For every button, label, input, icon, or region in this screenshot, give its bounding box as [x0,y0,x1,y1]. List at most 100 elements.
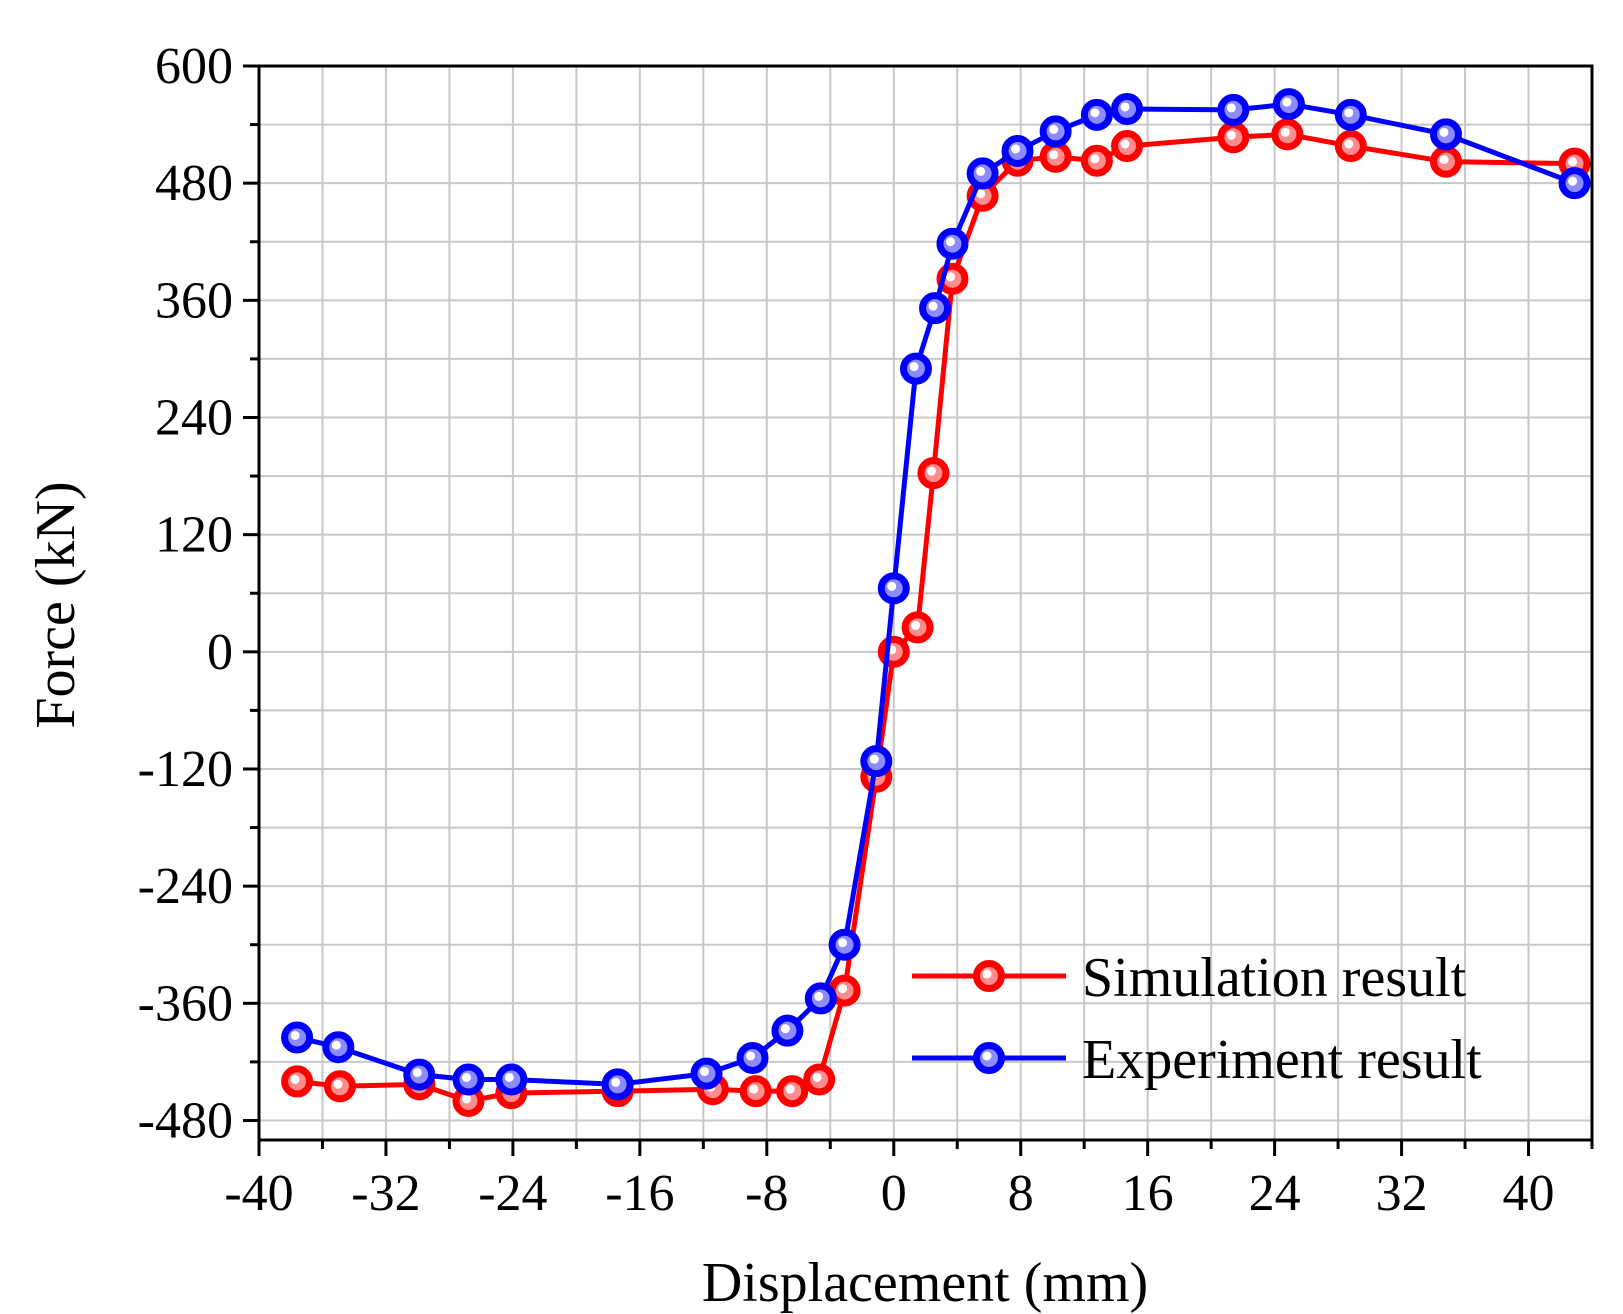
data-point-experiment-highlight [1344,108,1354,118]
y-tick-label: -240 [138,858,233,915]
x-tick-labels: -40 -32 -24 -16 -8 0 8 16 24 32 40 [224,1165,1554,1222]
x-tick-label: 0 [881,1165,907,1222]
data-point-experiment-highlight [909,362,919,372]
data-point-experiment-highlight [504,1072,514,1082]
data-point-simulation [281,1065,314,1098]
legend-point-simulation-highlight [982,969,992,979]
data-point-experiment-highlight [1049,124,1059,134]
data-point-simulation-highlight [812,1072,822,1082]
series-line-experiment [296,101,1576,1087]
x-tick-label: -32 [351,1165,420,1222]
data-point-experiment [919,292,952,325]
data-point-experiment [322,1031,355,1064]
data-point-experiment-highlight [461,1072,471,1082]
data-point-experiment [1272,88,1305,121]
data-point-simulation [1271,118,1304,151]
y-tick-label: 240 [155,389,233,446]
data-point-experiment [877,572,910,605]
data-point-experiment-highlight [1011,144,1021,154]
y-tick-label: 360 [155,272,233,329]
data-point-experiment [1111,92,1144,125]
data-point-simulation-highlight [785,1084,795,1094]
data-point-experiment [804,982,837,1015]
data-point-experiment [1334,98,1367,131]
data-point-simulation [917,457,950,490]
data-point-simulation-highlight [1439,155,1449,165]
data-point-simulation [1080,144,1113,177]
data-point-simulation-highlight [333,1079,343,1089]
x-tick-label: -8 [745,1165,788,1222]
y-tick-label: 480 [155,155,233,212]
data-point-experiment-highlight [928,301,938,311]
data-point-simulation [1111,130,1144,163]
data-point-simulation-highlight [1120,139,1130,149]
data-point-experiment-highlight [887,581,897,591]
data-point-simulation [803,1063,836,1096]
data-point-experiment [403,1058,436,1091]
y-tick-label: -120 [138,741,233,798]
x-axis-title: Displacement (mm) [702,1252,1148,1314]
y-tick-labels: -480 -360 -240 -120 0 120 240 360 480 600 [138,38,233,1149]
data-point-experiment [828,928,861,961]
y-tick-label: 0 [207,624,233,681]
data-point-experiment-highlight [331,1040,341,1050]
legend-point-experiment-highlight [982,1051,992,1061]
data-point-simulation-highlight [1090,154,1100,164]
data-point-experiment-highlight [1282,97,1292,107]
y-tick-label: 600 [155,38,233,95]
legend-label-simulation: Simulation result [1082,947,1467,1009]
data-point-experiment [495,1063,528,1096]
data-point-experiment [936,227,969,260]
data-point-experiment-highlight [945,237,955,247]
data-point-experiment [690,1057,723,1090]
data-point-simulation-highlight [749,1084,759,1094]
data-point-experiment [1217,93,1250,126]
data-point-simulation [1217,121,1250,154]
data-point-simulation [1039,140,1072,173]
x-tick-label: -40 [224,1165,293,1222]
data-point-experiment [281,1021,314,1054]
data-point-experiment [1080,98,1113,131]
data-point-simulation-highlight [1568,157,1578,167]
data-point-experiment-highlight [976,166,986,176]
data-point-experiment-highlight [838,938,848,948]
data-point-experiment-highlight [412,1068,422,1078]
data-point-experiment-highlight [700,1067,710,1077]
data-point-simulation-highlight [911,620,921,630]
data-point-experiment [1001,134,1034,167]
legend-marker-experiment [973,1042,1005,1074]
data-point-experiment-highlight [290,1030,300,1040]
data-point-simulation-highlight [1344,139,1354,149]
legend-point-experiment [973,1042,1005,1074]
x-tick-label: 40 [1503,1165,1555,1222]
y-tick-label: 120 [155,507,233,564]
x-tick-label: 24 [1249,1165,1301,1222]
y-tick-label: -480 [138,1092,233,1149]
series-line-simulation [296,131,1575,1104]
data-point-simulation-highlight [1226,130,1236,140]
data-point-experiment-highlight [1226,103,1236,113]
legend-marker-simulation [973,960,1005,992]
x-tick-label: 32 [1376,1165,1428,1222]
series-layer [281,88,1591,1117]
data-point-simulation [1430,145,1463,178]
data-point-experiment-highlight [814,991,824,1001]
data-point-simulation-highlight [290,1074,300,1084]
plot-frame [257,64,1594,1142]
data-point-simulation [776,1075,809,1108]
data-point-simulation [901,611,934,644]
legend-label-experiment: Experiment result [1082,1029,1482,1091]
y-tick-label: -360 [138,975,233,1032]
data-point-experiment [1430,118,1463,151]
data-point-experiment-highlight [869,754,879,764]
x-tick-label: -16 [605,1165,674,1222]
data-point-simulation-highlight [926,466,936,476]
data-point-experiment [601,1068,634,1101]
data-point-experiment-highlight [1090,108,1100,118]
data-point-simulation-highlight [838,984,848,994]
data-point-simulation [739,1075,772,1108]
data-point-simulation [1334,130,1367,163]
data-point-simulation-highlight [461,1094,471,1104]
data-point-simulation-highlight [945,272,955,282]
